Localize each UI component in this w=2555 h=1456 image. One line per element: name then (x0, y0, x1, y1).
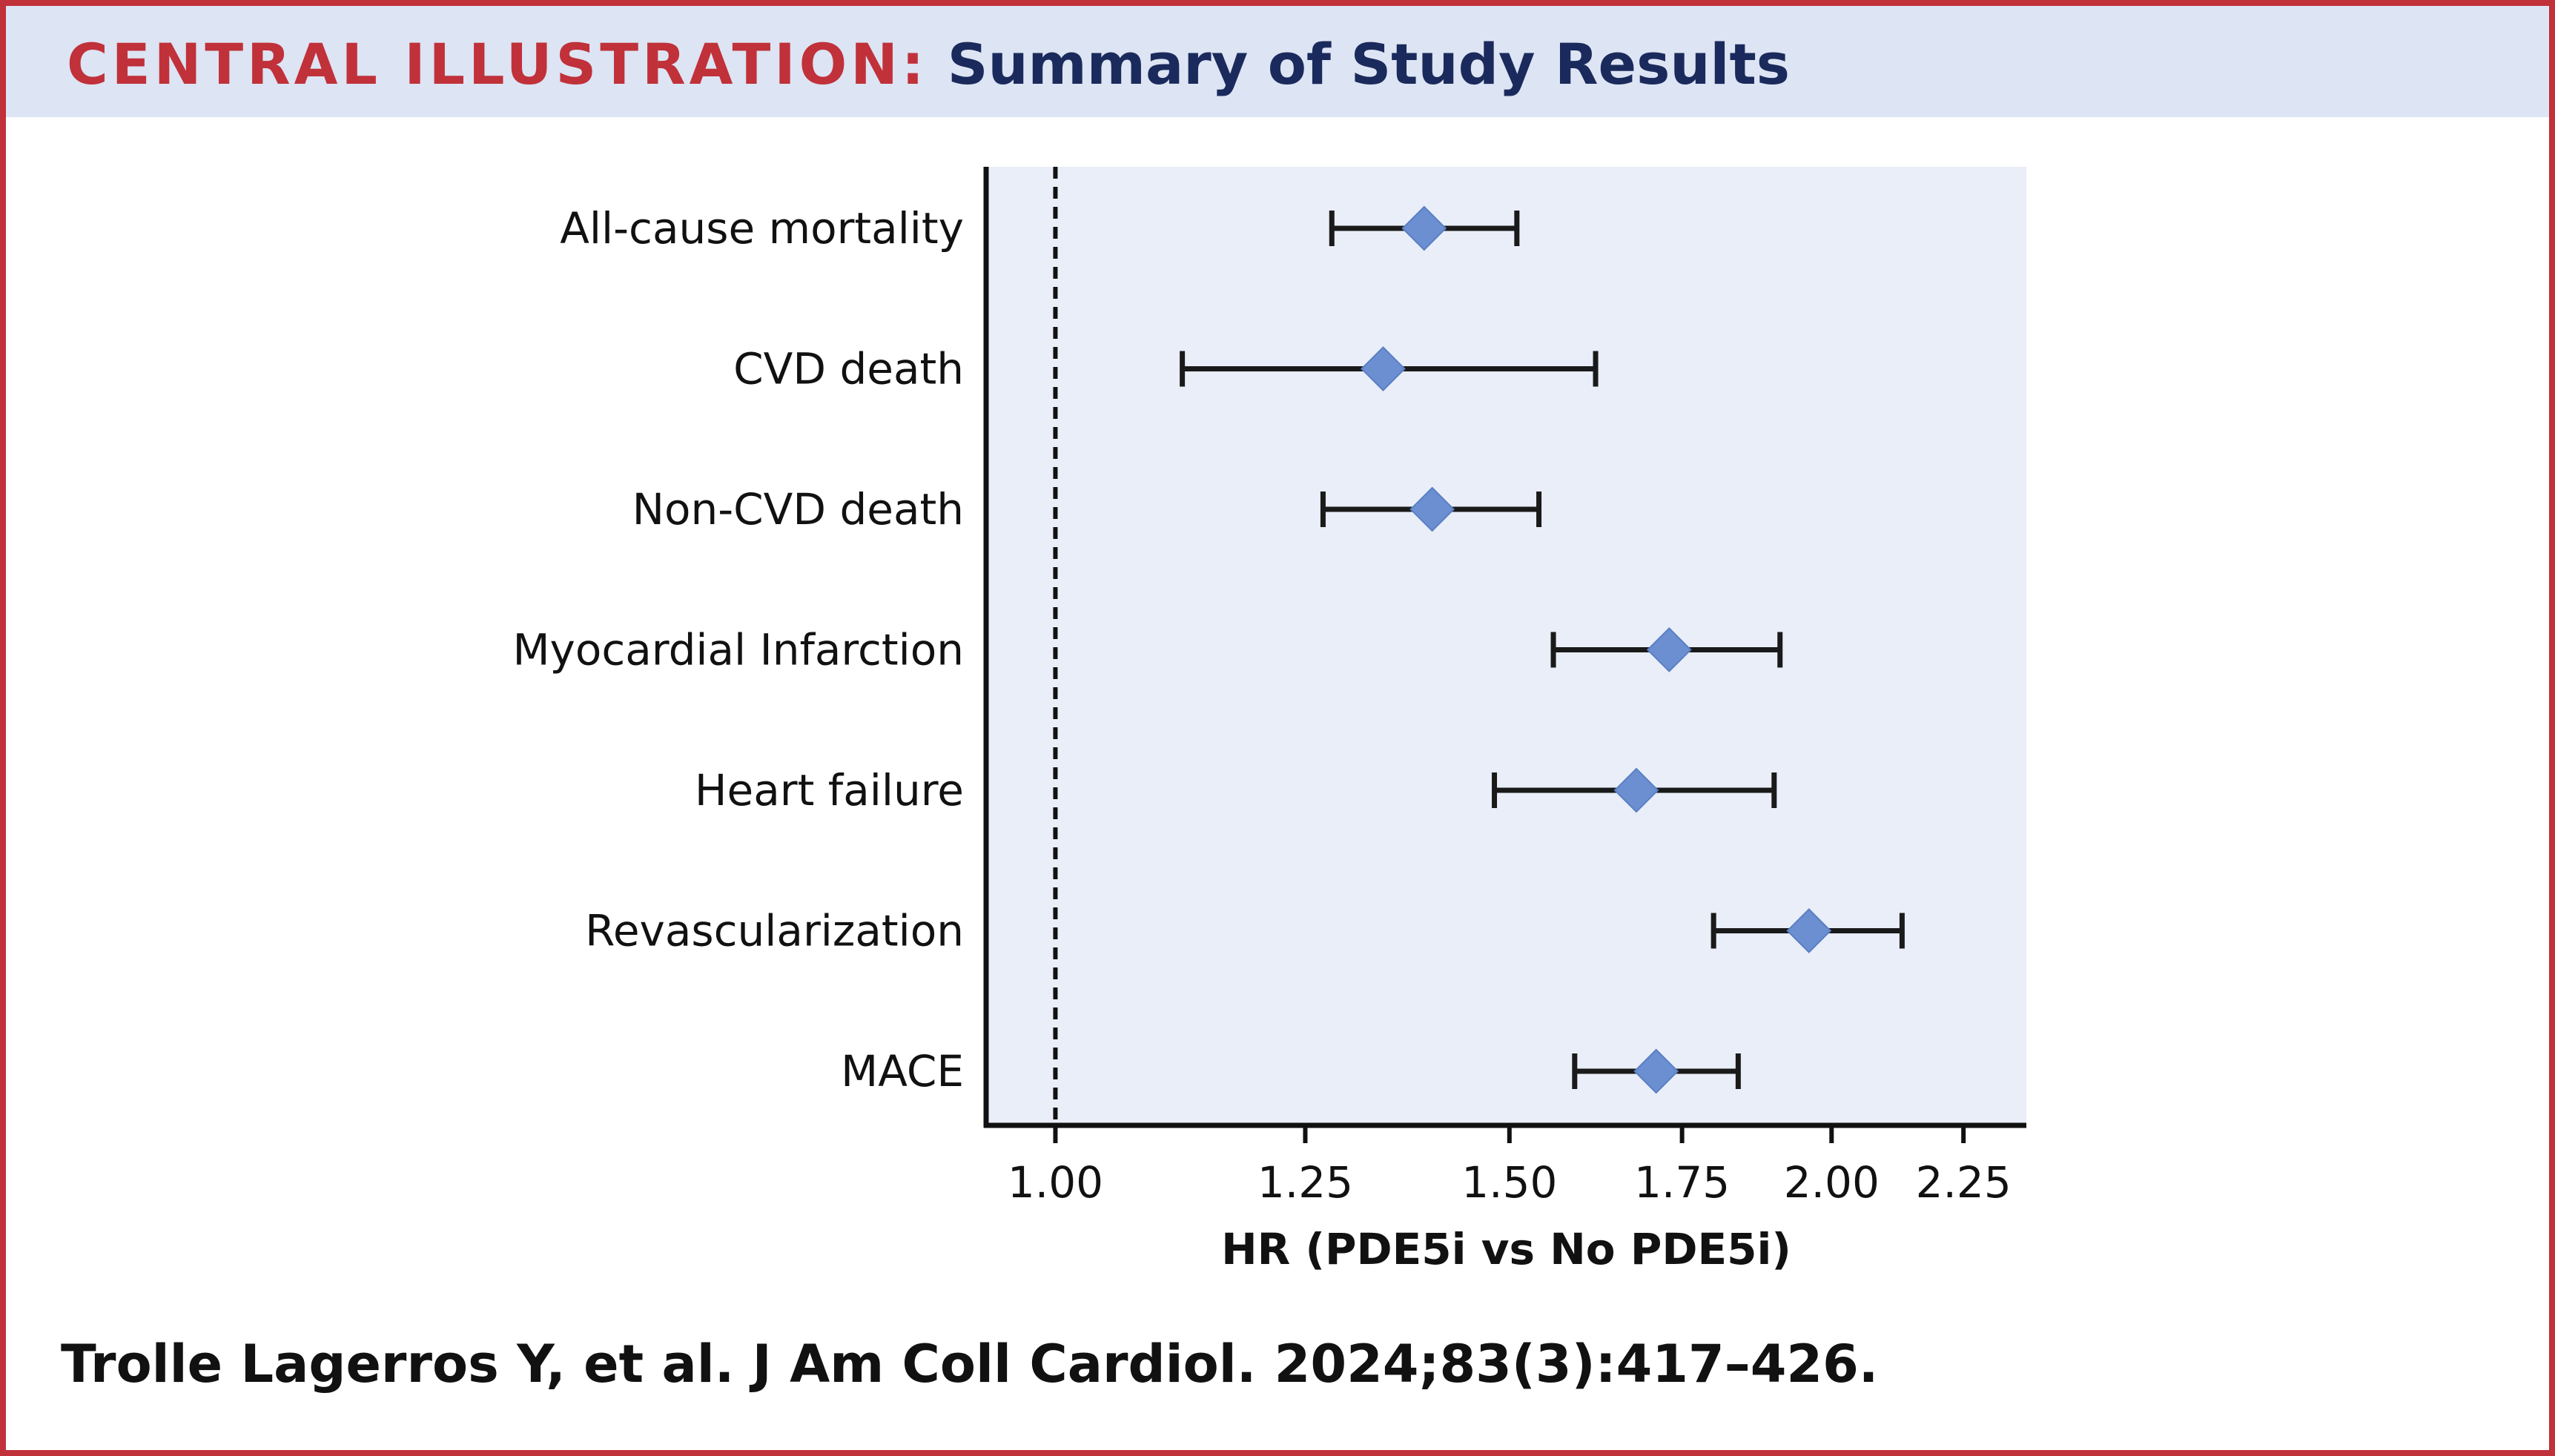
header-title: Summary of Study Results (947, 31, 1791, 97)
header-text: CENTRAL ILLUSTRATION: Summary of Study R… (67, 31, 1790, 98)
hr-point (1786, 908, 1832, 953)
category-label: Non-CVD death (632, 484, 964, 535)
category-label: CVD death (733, 344, 964, 394)
x-tick-label: 2.00 (1784, 1157, 1880, 1208)
citation: Trolle Lagerros Y, et al. J Am Coll Card… (61, 1334, 1879, 1394)
header-label: CENTRAL ILLUSTRATION: (67, 31, 928, 97)
hr-point (1633, 1048, 1679, 1094)
hr-point (1613, 767, 1659, 813)
hr-point (1401, 205, 1447, 251)
x-tick-label: 1.50 (1461, 1157, 1557, 1208)
x-tick-label: 1.00 (1008, 1157, 1103, 1208)
category-label: All-cause mortality (560, 203, 964, 254)
x-axis-label: HR (PDE5i vs No PDE5i) (1221, 1224, 1791, 1274)
hr-point (1409, 486, 1455, 532)
x-tick-label: 1.25 (1257, 1157, 1353, 1208)
plot-area (986, 167, 2026, 1125)
hr-point (1361, 346, 1406, 391)
hr-point (1646, 627, 1692, 672)
x-tick-label: 2.25 (1916, 1157, 2012, 1208)
category-label: Myocardial Infarction (512, 625, 964, 675)
category-label: MACE (841, 1046, 964, 1096)
category-label: Heart failure (695, 765, 964, 815)
x-tick-label: 1.75 (1634, 1157, 1730, 1208)
header-banner: CENTRAL ILLUSTRATION: Summary of Study R… (6, 6, 2549, 117)
category-label: Revascularization (585, 906, 964, 956)
